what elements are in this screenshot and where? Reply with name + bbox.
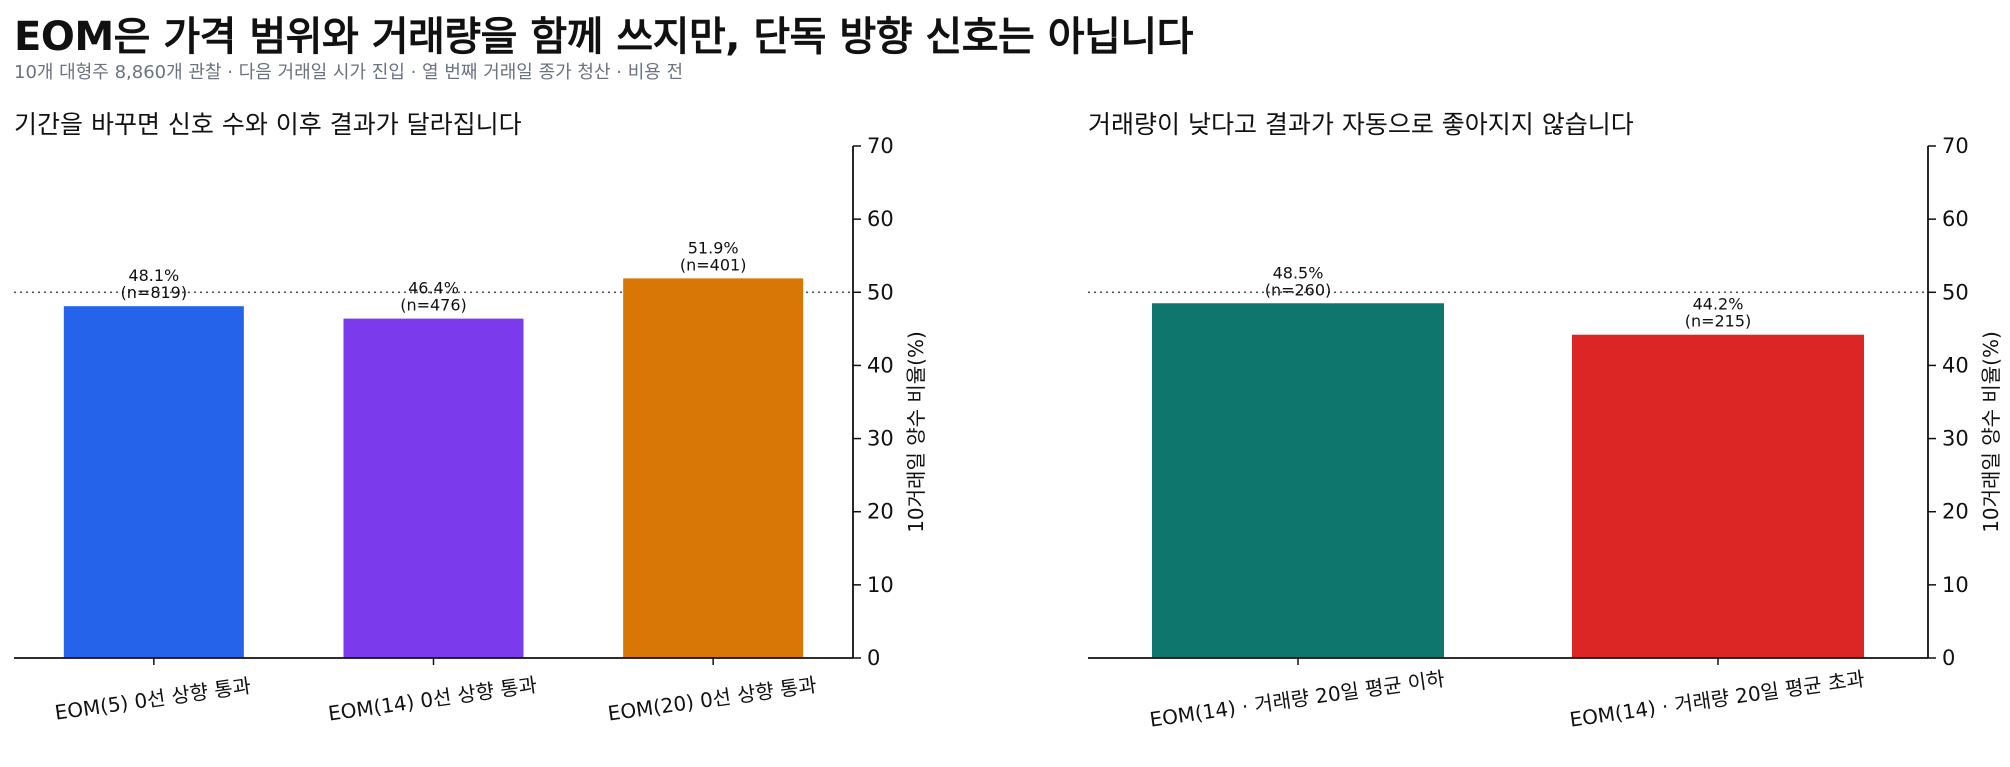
page-subtitle: 10개 대형주 8,860개 관찰 · 다음 거래일 시가 진입 · 열 번째 … [14, 62, 684, 83]
y-tick-label: 10 [1942, 573, 1969, 597]
y-axis-title: 10거래일 양수 비율(%) [1979, 331, 2003, 533]
bar-value-label: 51.9% [688, 238, 739, 257]
y-tick-label: 70 [867, 134, 894, 158]
bar [343, 318, 524, 658]
y-tick-label: 0 [1942, 646, 1955, 670]
y-tick-label: 0 [867, 646, 880, 670]
y-tick-label: 20 [1942, 500, 1969, 524]
category-label: EOM(20) 0선 상향 통과 [606, 673, 818, 726]
y-axis-title: 10거래일 양수 비율(%) [904, 331, 928, 533]
bar-count-label: (n=260) [1265, 280, 1332, 299]
bar-count-label: (n=401) [680, 255, 747, 274]
category-label: EOM(5) 0선 상향 통과 [53, 673, 252, 724]
bar-count-label: (n=819) [121, 283, 188, 302]
y-tick-label: 50 [1942, 280, 1969, 304]
y-tick-label: 20 [867, 500, 894, 524]
bar [63, 306, 244, 658]
page-title: EOM은 가격 범위와 거래량을 함께 쓰지만, 단독 방향 신호는 아닙니다 [14, 14, 1193, 60]
category-label: EOM(14) 0선 상향 통과 [327, 673, 539, 726]
panel-title: 기간을 바꾸면 신호 수와 이후 결과가 달라집니다 [14, 110, 522, 139]
y-tick-label: 10 [867, 573, 894, 597]
bar-value-label: 46.4% [408, 279, 459, 298]
bar-value-label: 44.2% [1693, 295, 1744, 314]
bar-value-label: 48.5% [1273, 263, 1324, 282]
category-label: EOM(14) · 거래량 20일 평균 초과 [1568, 666, 1866, 731]
bar-count-label: (n=476) [400, 296, 467, 315]
bar-count-label: (n=215) [1685, 312, 1752, 331]
category-label: EOM(14) · 거래량 20일 평균 이하 [1148, 666, 1446, 731]
y-tick-label: 60 [1942, 207, 1969, 231]
y-tick-label: 40 [867, 353, 894, 377]
bar-value-label: 48.1% [128, 266, 179, 285]
y-tick-label: 30 [867, 427, 894, 451]
bar [1572, 334, 1864, 658]
bar [1152, 303, 1444, 658]
y-tick-label: 40 [1942, 353, 1969, 377]
panel-title: 거래량이 낮다고 결과가 자동으로 좋아지지 않습니다 [1088, 110, 1634, 139]
y-tick-label: 30 [1942, 427, 1969, 451]
y-tick-label: 70 [1942, 134, 1969, 158]
bar [623, 278, 804, 658]
y-tick-label: 50 [867, 280, 894, 304]
y-tick-label: 60 [867, 207, 894, 231]
